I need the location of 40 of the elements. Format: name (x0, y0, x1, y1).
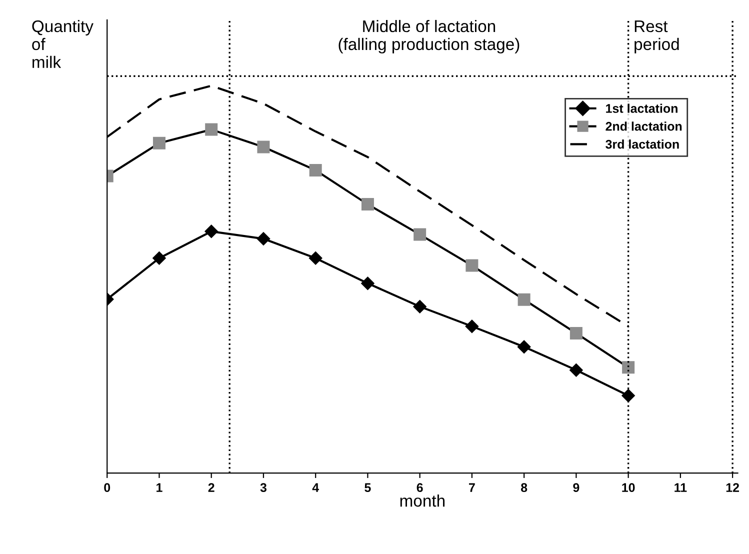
x-tick-label: 8 (520, 483, 528, 492)
x-tick-label: 1 (156, 483, 162, 492)
y-axis-title: Quantity of milk (32, 20, 94, 68)
x-tick-label: 7 (469, 483, 475, 492)
point (256, 232, 270, 246)
point (466, 259, 478, 272)
x-tick-label: 2 (208, 483, 214, 492)
text: Middle of lactation (falling production stage) (338, 20, 520, 54)
point (570, 364, 583, 377)
x-tick-label: 11 (674, 483, 687, 492)
x-tick-label: 5 (364, 483, 371, 492)
x-tick-label: 6 (416, 483, 423, 492)
point (152, 252, 166, 265)
x-tick-label: 3 (260, 483, 266, 492)
legend-label: 3rd lactation (606, 140, 679, 149)
point (517, 340, 531, 354)
point (361, 276, 374, 290)
legend-label: 1st lactation (606, 104, 678, 113)
point (570, 327, 582, 340)
point (205, 123, 218, 136)
point (518, 293, 530, 306)
point (152, 136, 166, 150)
point (622, 389, 635, 402)
point (361, 198, 374, 211)
text: Rest period (634, 20, 679, 54)
point (309, 252, 322, 265)
x-axis-title: month (400, 494, 445, 507)
point (413, 300, 426, 314)
point (414, 228, 426, 241)
point (204, 224, 218, 238)
x-tick-label: 12 (726, 483, 740, 492)
x-tick-label: 9 (573, 483, 580, 492)
point (309, 164, 322, 176)
point (622, 361, 635, 374)
legend-label: 2nd lactation (606, 122, 682, 131)
x-tick-label: 4 (312, 483, 319, 492)
point (465, 320, 479, 333)
x-tick-label: 10 (622, 483, 635, 492)
point (257, 140, 270, 154)
x-tick-label: 0 (104, 483, 110, 492)
